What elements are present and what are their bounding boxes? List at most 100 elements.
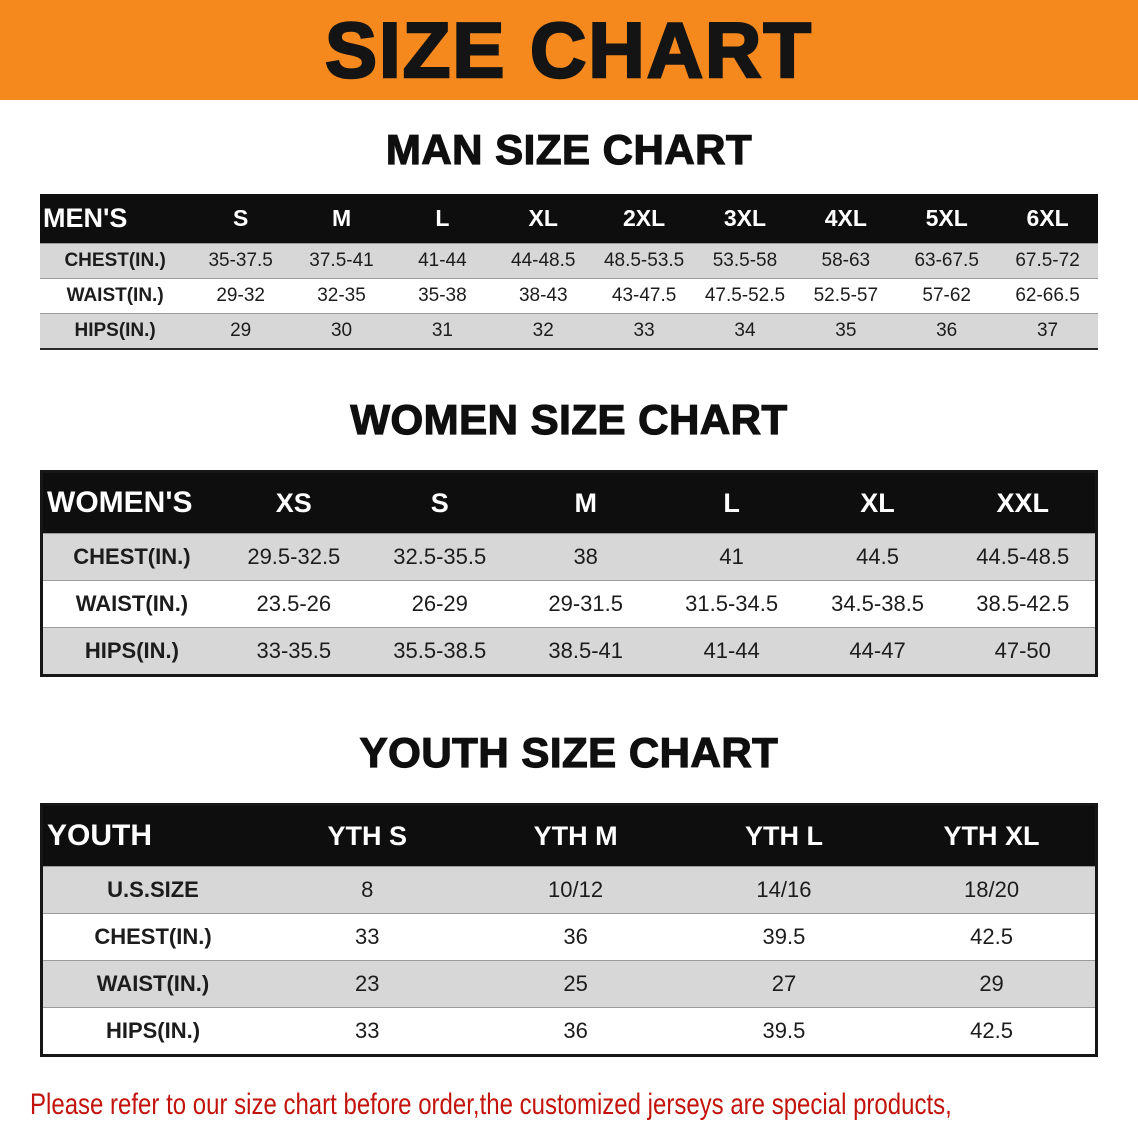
measurement-value-cell: 35 bbox=[795, 313, 897, 349]
size-column-header: S bbox=[366, 471, 513, 534]
measurement-value-cell: 29 bbox=[888, 960, 1097, 1008]
men-section-heading: MAN SIZE CHART bbox=[385, 125, 753, 173]
measurement-value-cell: 29-32 bbox=[190, 278, 292, 314]
measurement-row: HIPS(IN.) 33-35.5 35.5-38.5 38.5-41 41-44 44-… bbox=[41, 627, 1097, 676]
table-title-cell: MEN'S bbox=[40, 194, 191, 244]
size-column-header: YTH M bbox=[471, 804, 680, 867]
size-column-header: L bbox=[391, 194, 493, 244]
disclaimer-line-2: we don't accept cancel, change, teturn o… bbox=[30, 1127, 848, 1132]
measurement-value-cell: 36 bbox=[471, 1007, 680, 1056]
size-table-header-row: WOMEN'S XS S M L XL XXL bbox=[41, 471, 1097, 534]
measurement-value-cell: 31 bbox=[391, 313, 493, 349]
measurement-value-cell: 35-38 bbox=[391, 278, 493, 314]
measurement-row: WAIST(IN.) 23 25 27 29 bbox=[41, 960, 1097, 1008]
size-column-header: 5XL bbox=[896, 194, 998, 244]
measurement-row: HIPS(IN.) 33 36 39.5 42.5 bbox=[41, 1007, 1097, 1056]
measurement-label-cell: HIPS(IN.) bbox=[41, 627, 221, 676]
measurement-row: CHEST(IN.) 35-37.5 37.5-41 41-44 44-48.5 48.5… bbox=[40, 243, 1098, 279]
measurement-value-cell: 33 bbox=[263, 913, 472, 961]
measurement-value-cell: 23 bbox=[263, 960, 472, 1008]
measurement-value-cell: 38 bbox=[512, 533, 659, 581]
measurement-value-cell: 34 bbox=[694, 313, 796, 349]
measurement-value-cell: 38-43 bbox=[492, 278, 594, 314]
table-title-cell: YOUTH bbox=[41, 804, 264, 867]
size-table-header-row: YOUTH YTH S YTH M YTH L YTH XL bbox=[41, 804, 1097, 867]
measurement-value-cell: 10/12 bbox=[471, 866, 680, 914]
measurement-value-cell: 44.5 bbox=[804, 533, 951, 581]
measurement-label-cell: HIPS(IN.) bbox=[41, 1007, 264, 1056]
measurement-value-cell: 43-47.5 bbox=[593, 278, 695, 314]
youth-size-section: YOUTH SIZE CHART YOUTH YTH S YTH M YTH L YTH… bbox=[0, 728, 1138, 1057]
measurement-value-cell: 42.5 bbox=[888, 913, 1097, 961]
men-size-section: MAN SIZE CHART MEN'S S M L XL 2XL 3XL 4XL 5XL 6XL… bbox=[0, 125, 1138, 350]
measurement-value-cell: 29.5-32.5 bbox=[220, 533, 367, 581]
measurement-value-cell: 32-35 bbox=[291, 278, 392, 314]
measurement-value-cell: 47-50 bbox=[950, 627, 1097, 676]
measurement-value-cell: 44.5-48.5 bbox=[950, 533, 1097, 581]
men-size-table: MEN'S S M L XL 2XL 3XL 4XL 5XL 6XL CHEST(IN.) 35-3… bbox=[40, 194, 1098, 350]
measurement-value-cell: 29 bbox=[190, 313, 292, 349]
size-column-header: 2XL bbox=[593, 194, 695, 244]
size-column-header: S bbox=[190, 194, 292, 244]
women-size-table: WOMEN'S XS S M L XL XXL CHEST(IN.) 29.5-32.5 32.… bbox=[40, 470, 1098, 677]
measurement-value-cell: 31.5-34.5 bbox=[658, 580, 805, 628]
measurement-value-cell: 34.5-38.5 bbox=[804, 580, 951, 628]
measurement-value-cell: 8 bbox=[263, 866, 472, 914]
measurement-value-cell: 30 bbox=[291, 313, 392, 349]
measurement-label-cell: CHEST(IN.) bbox=[40, 243, 191, 279]
measurement-value-cell: 35-37.5 bbox=[190, 243, 292, 279]
size-column-header: M bbox=[512, 471, 659, 534]
women-size-section: WOMEN SIZE CHART WOMEN'S XS S M L XL XXL CHEST… bbox=[0, 395, 1138, 677]
measurement-value-cell: 38.5-41 bbox=[512, 627, 659, 676]
measurement-value-cell: 48.5-53.5 bbox=[593, 243, 695, 279]
measurement-value-cell: 63-67.5 bbox=[896, 243, 998, 279]
measurement-value-cell: 42.5 bbox=[888, 1007, 1097, 1056]
measurement-row: CHEST(IN.) 33 36 39.5 42.5 bbox=[41, 913, 1097, 961]
order-disclaimer: Please refer to our size chart before or… bbox=[30, 1083, 1138, 1132]
size-column-header: M bbox=[291, 194, 392, 244]
measurement-value-cell: 26-29 bbox=[366, 580, 513, 628]
size-column-header: XXL bbox=[950, 471, 1097, 534]
measurement-value-cell: 39.5 bbox=[679, 1007, 889, 1056]
measurement-value-cell: 37.5-41 bbox=[291, 243, 392, 279]
measurement-value-cell: 57-62 bbox=[896, 278, 998, 314]
measurement-value-cell: 41 bbox=[658, 533, 805, 581]
measurement-value-cell: 27 bbox=[679, 960, 889, 1008]
women-section-heading: WOMEN SIZE CHART bbox=[350, 395, 788, 443]
measurement-value-cell: 41-44 bbox=[391, 243, 493, 279]
youth-size-table: YOUTH YTH S YTH M YTH L YTH XL U.S.SIZE 8 10/1… bbox=[40, 803, 1098, 1057]
size-column-header: YTH S bbox=[263, 804, 472, 867]
measurement-row: HIPS(IN.) 29 30 31 32 33 34 35 36 37 bbox=[40, 313, 1098, 349]
size-column-header: XL bbox=[492, 194, 594, 244]
measurement-label-cell: U.S.SIZE bbox=[41, 866, 264, 914]
table-title-cell: WOMEN'S bbox=[41, 471, 221, 534]
measurement-value-cell: 18/20 bbox=[888, 866, 1097, 914]
measurement-value-cell: 25 bbox=[471, 960, 680, 1008]
size-column-header: L bbox=[658, 471, 805, 534]
size-column-header: 6XL bbox=[997, 194, 1098, 244]
size-table-header-row: MEN'S S M L XL 2XL 3XL 4XL 5XL 6XL bbox=[40, 194, 1098, 244]
measurement-label-cell: CHEST(IN.) bbox=[41, 533, 221, 581]
measurement-value-cell: 23.5-26 bbox=[220, 580, 367, 628]
measurement-label-cell: WAIST(IN.) bbox=[41, 580, 221, 628]
size-column-header: 4XL bbox=[795, 194, 897, 244]
measurement-value-cell: 53.5-58 bbox=[694, 243, 796, 279]
measurement-value-cell: 33 bbox=[593, 313, 695, 349]
measurement-row: WAIST(IN.) 29-32 32-35 35-38 38-43 43-47.5 47.… bbox=[40, 278, 1098, 314]
size-chart-banner: SIZE CHART bbox=[0, 0, 1138, 100]
measurement-value-cell: 58-63 bbox=[795, 243, 897, 279]
youth-section-heading: YOUTH SIZE CHART bbox=[359, 728, 779, 776]
size-column-header: 3XL bbox=[694, 194, 796, 244]
measurement-value-cell: 37 bbox=[997, 313, 1098, 349]
size-column-header: YTH L bbox=[679, 804, 889, 867]
measurement-value-cell: 29-31.5 bbox=[512, 580, 659, 628]
measurement-value-cell: 62-66.5 bbox=[997, 278, 1098, 314]
measurement-value-cell: 52.5-57 bbox=[795, 278, 897, 314]
measurement-label-cell: CHEST(IN.) bbox=[41, 913, 264, 961]
size-column-header: YTH XL bbox=[888, 804, 1097, 867]
measurement-value-cell: 36 bbox=[896, 313, 998, 349]
measurement-value-cell: 38.5-42.5 bbox=[950, 580, 1097, 628]
size-column-header: XL bbox=[804, 471, 951, 534]
measurement-label-cell: HIPS(IN.) bbox=[40, 313, 191, 349]
